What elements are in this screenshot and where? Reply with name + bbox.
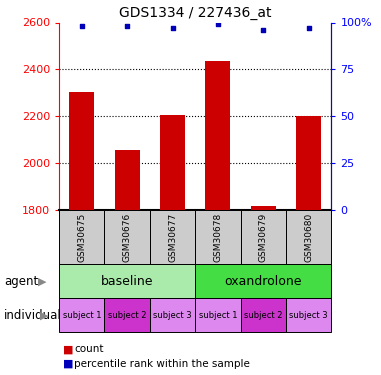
Text: GSM30678: GSM30678: [213, 213, 223, 262]
Text: count: count: [74, 345, 104, 354]
Bar: [251, 207, 276, 210]
Bar: [286, 210, 331, 264]
Bar: [150, 298, 195, 332]
Bar: [104, 210, 150, 264]
Bar: [205, 61, 231, 210]
Text: GSM30680: GSM30680: [304, 213, 313, 262]
Text: ▶: ▶: [40, 311, 48, 321]
Point: [215, 21, 221, 27]
Bar: [59, 210, 104, 264]
Text: subject 2: subject 2: [108, 310, 146, 320]
Text: GSM30676: GSM30676: [123, 213, 132, 262]
Bar: [104, 298, 150, 332]
Bar: [69, 92, 94, 210]
Bar: [115, 150, 140, 210]
Text: ■: ■: [63, 359, 74, 369]
Text: baseline: baseline: [101, 275, 154, 288]
Bar: [195, 298, 241, 332]
Point: [124, 23, 130, 29]
Bar: [59, 264, 195, 298]
Bar: [241, 210, 286, 264]
Bar: [150, 210, 195, 264]
Text: individual: individual: [4, 309, 62, 322]
Bar: [160, 115, 185, 210]
Title: GDS1334 / 227436_at: GDS1334 / 227436_at: [119, 6, 272, 20]
Point: [170, 25, 176, 31]
Point: [260, 27, 266, 33]
Bar: [195, 264, 331, 298]
Text: agent: agent: [4, 276, 38, 288]
Text: oxandrolone: oxandrolone: [225, 275, 302, 288]
Text: ■: ■: [63, 345, 74, 354]
Text: ▶: ▶: [38, 277, 46, 287]
Text: percentile rank within the sample: percentile rank within the sample: [74, 359, 250, 369]
Text: GSM30677: GSM30677: [168, 213, 177, 262]
Bar: [195, 210, 241, 264]
Bar: [296, 116, 321, 210]
Point: [79, 23, 85, 29]
Bar: [241, 298, 286, 332]
Text: GSM30675: GSM30675: [77, 213, 86, 262]
Bar: [59, 298, 104, 332]
Text: subject 2: subject 2: [244, 310, 283, 320]
Bar: [286, 298, 331, 332]
Text: subject 3: subject 3: [290, 310, 328, 320]
Text: subject 3: subject 3: [153, 310, 192, 320]
Text: GSM30679: GSM30679: [259, 213, 268, 262]
Text: subject 1: subject 1: [62, 310, 101, 320]
Text: subject 1: subject 1: [199, 310, 237, 320]
Point: [306, 25, 312, 31]
